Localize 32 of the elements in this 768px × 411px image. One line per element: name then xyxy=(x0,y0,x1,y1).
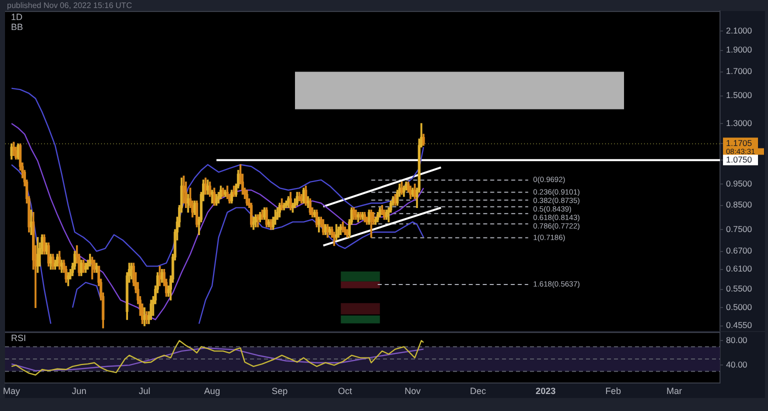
x-tick-label: Nov xyxy=(404,386,422,396)
x-tick-label: Jun xyxy=(72,386,86,396)
y-tick-label: 1.1705 xyxy=(726,138,752,148)
x-tick-label: Aug xyxy=(204,386,220,396)
chart-title: 1D xyxy=(11,12,24,22)
y-tick-label: 0.5500 xyxy=(726,284,752,294)
x-tick-label: May xyxy=(3,386,21,396)
y-tick-label: 1.5000 xyxy=(726,90,752,100)
text: BB xyxy=(11,22,24,32)
x-tick-label: Sep xyxy=(272,386,288,396)
x-tick-label: Mar xyxy=(666,386,682,396)
y-tick-label: 2.1000 xyxy=(726,25,752,36)
y-tick-label: 0.8500 xyxy=(726,200,752,210)
text: published Nov 06, 2022 15:16 UTC xyxy=(7,1,132,10)
y-tick-label: 80.00 xyxy=(726,334,748,345)
y-tick-label: 0.6700 xyxy=(726,246,752,256)
y-tick-label: 0.7500 xyxy=(726,224,752,234)
x-tick-label: Oct xyxy=(338,386,353,396)
y-tick-label: 1.3000 xyxy=(726,118,752,128)
y-tick-label: 1.7000 xyxy=(726,66,752,76)
x-tick-label: 2023 xyxy=(536,386,556,396)
x-tick-label: Jul xyxy=(138,386,150,396)
y-tick-label: 1.9000 xyxy=(726,44,752,55)
chart-title: RSI xyxy=(11,332,26,343)
y-tick-label: 0.4550 xyxy=(726,320,752,330)
x-tick-label: Dec xyxy=(470,386,487,396)
y-tick-label: 0.5000 xyxy=(726,302,752,312)
y-tick-label: 0.9500 xyxy=(726,178,752,188)
y-tick-label: 40.00 xyxy=(726,360,748,370)
y-tick-label: 0.6100 xyxy=(726,264,752,274)
y-tick-label: 1.0750 xyxy=(726,154,752,164)
x-tick-label: Feb xyxy=(605,386,621,396)
